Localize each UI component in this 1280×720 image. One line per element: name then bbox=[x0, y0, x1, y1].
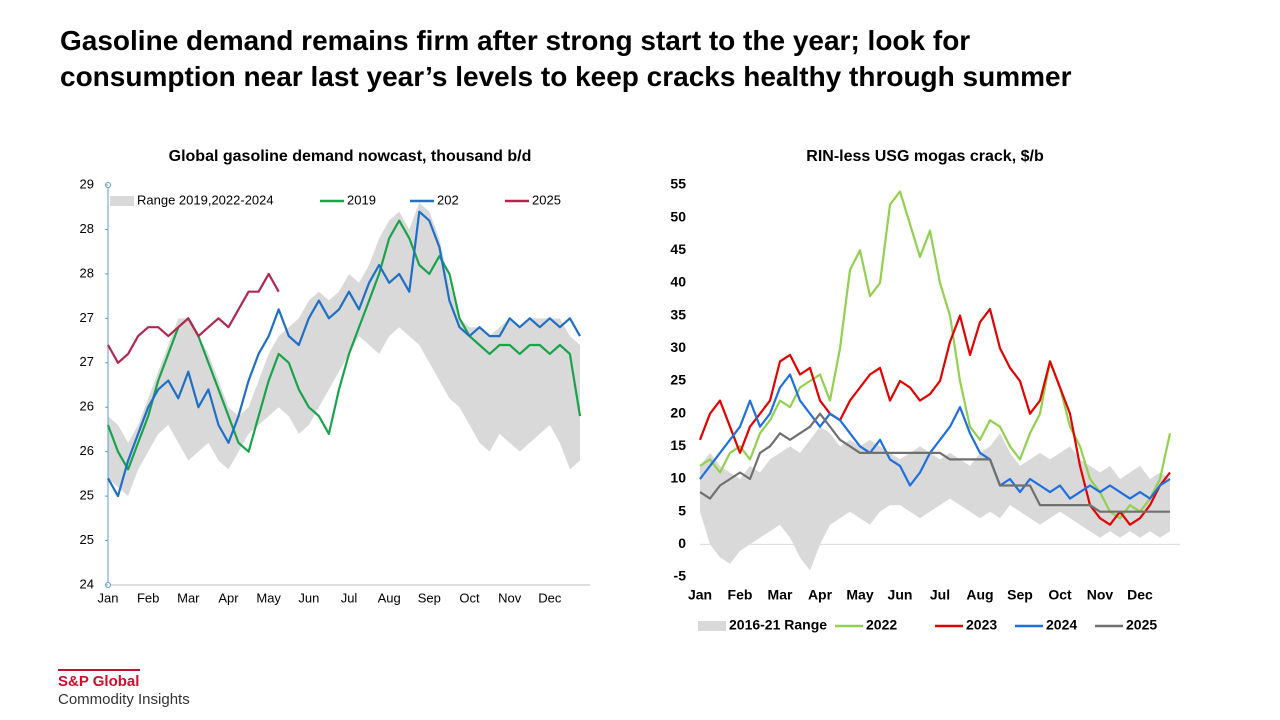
slide-title: consumption near last year’s levels to k… bbox=[60, 61, 1072, 92]
x-tick-label: Aug bbox=[378, 590, 401, 605]
legend-swatch bbox=[698, 621, 726, 631]
x-tick-label: Oct bbox=[459, 590, 480, 605]
x-tick-label: Mar bbox=[177, 590, 200, 605]
y-tick-label: -5 bbox=[674, 568, 687, 584]
y-tick-label: 28 bbox=[80, 221, 94, 236]
x-tick-label: Feb bbox=[728, 587, 753, 603]
y-tick-label: 26 bbox=[80, 399, 94, 414]
y-tick-label: 29 bbox=[80, 176, 94, 191]
x-tick-label: Oct bbox=[1048, 587, 1072, 603]
y-tick-label: 55 bbox=[670, 176, 686, 192]
brand-sub: Commodity Insights bbox=[58, 691, 190, 708]
x-tick-label: Nov bbox=[498, 590, 522, 605]
y-tick-label: 27 bbox=[80, 354, 94, 369]
y-tick-label: 50 bbox=[670, 208, 686, 224]
series-line bbox=[107, 210, 581, 498]
x-tick-label: Nov bbox=[1087, 587, 1114, 603]
range-area bbox=[108, 202, 580, 497]
y-tick-label: 25 bbox=[80, 488, 94, 503]
chart-title: RIN-less USG mogas crack, $/b bbox=[806, 148, 1044, 165]
x-tick-label: Aug bbox=[966, 587, 993, 603]
y-tick-label: 15 bbox=[670, 437, 686, 453]
x-tick-label: Feb bbox=[137, 590, 159, 605]
series-line bbox=[699, 190, 1172, 520]
y-tick-label: 5 bbox=[678, 502, 686, 518]
x-tick-label: Dec bbox=[1127, 587, 1153, 603]
y-tick-label: 40 bbox=[670, 274, 686, 290]
y-tick-label: 24 bbox=[80, 576, 94, 591]
series-line bbox=[699, 412, 1170, 513]
x-tick-label: Jul bbox=[930, 587, 950, 603]
y-tick-label: 25 bbox=[80, 532, 94, 547]
x-tick-label: Mar bbox=[768, 587, 793, 603]
legend-label: 2025 bbox=[1126, 617, 1157, 633]
x-tick-label: Jan bbox=[688, 587, 712, 603]
x-tick-label: Sep bbox=[418, 590, 441, 605]
legend-label: 2016-21 Range bbox=[729, 617, 827, 633]
legend-label: 202 bbox=[437, 192, 459, 207]
y-tick-label: 0 bbox=[678, 535, 686, 551]
chart-title: Global gasoline demand nowcast, thousand… bbox=[169, 148, 532, 165]
x-tick-label: Jun bbox=[298, 590, 319, 605]
legend-label: Range 2019,2022-2024 bbox=[137, 192, 274, 207]
legend-label: 2022 bbox=[866, 617, 897, 633]
x-tick-label: Jul bbox=[341, 590, 358, 605]
y-tick-label: 28 bbox=[80, 265, 94, 280]
legend-label: 2019 bbox=[347, 192, 376, 207]
x-tick-label: Apr bbox=[808, 587, 833, 603]
brand: S&P Global bbox=[58, 673, 139, 690]
y-tick-label: 26 bbox=[80, 443, 94, 458]
legend-label: 2025 bbox=[532, 192, 561, 207]
y-tick-label: 27 bbox=[80, 310, 94, 325]
legend-label: 2024 bbox=[1046, 617, 1077, 633]
x-tick-label: Sep bbox=[1007, 587, 1033, 603]
y-tick-label: 35 bbox=[670, 306, 686, 322]
x-tick-label: Apr bbox=[218, 590, 239, 605]
y-tick-label: 45 bbox=[670, 241, 686, 257]
x-tick-label: Dec bbox=[538, 590, 562, 605]
series-line bbox=[107, 272, 280, 364]
y-tick-label: 20 bbox=[670, 404, 686, 420]
x-tick-label: May bbox=[256, 590, 281, 605]
slide-title: Gasoline demand remains firm after stron… bbox=[60, 25, 970, 56]
legend-label: 2023 bbox=[966, 617, 997, 633]
x-tick-label: Jan bbox=[98, 590, 119, 605]
y-tick-label: 25 bbox=[670, 372, 686, 388]
x-tick-label: May bbox=[846, 587, 873, 603]
series-line bbox=[699, 373, 1171, 500]
y-tick-label: 10 bbox=[670, 470, 686, 486]
legend-swatch bbox=[110, 196, 134, 206]
y-tick-label: 30 bbox=[670, 339, 686, 355]
range-area bbox=[700, 426, 1170, 571]
x-tick-label: Jun bbox=[888, 587, 913, 603]
